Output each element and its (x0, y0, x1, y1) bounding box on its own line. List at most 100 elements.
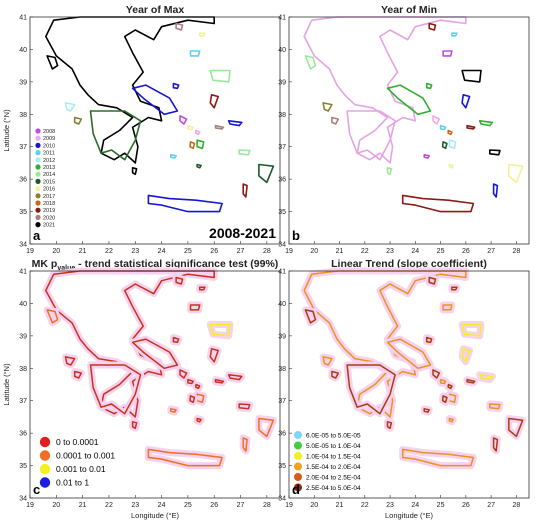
coast-andros (432, 115, 441, 125)
x-axis-label: Longitude (°E) (385, 511, 434, 520)
coast-santorini (448, 163, 454, 169)
coast-mainland (45, 270, 215, 418)
pvalue-legend-label: 0.001 to 0.01 (56, 464, 106, 474)
ytick-label: 41 (278, 269, 286, 276)
coast-kythera (131, 167, 138, 176)
coast-kefalonia (322, 102, 333, 112)
coast-chios (209, 94, 219, 109)
slope-legend-label: 2.5E-04 to 5.0E-04 (306, 485, 361, 492)
coast-mykonos (195, 129, 201, 136)
xtick-label: 28 (263, 502, 271, 509)
coast-zakynthos (331, 116, 340, 125)
coast-evia (131, 84, 179, 116)
ytick-label: 37 (278, 398, 286, 405)
y-axis-label: Latitude (°N) (2, 363, 11, 406)
coast-zakynthos (73, 370, 83, 379)
xtick-label: 20 (52, 502, 60, 509)
legend-label-2009: 2009 (43, 136, 55, 142)
ytick-label: 34 (19, 242, 27, 249)
coast-kythera (131, 421, 138, 430)
coast-kos (238, 403, 251, 410)
ytick-label: 34 (278, 496, 286, 503)
coast-andros (179, 369, 188, 379)
ytick-label: 35 (278, 209, 286, 216)
coast-thasos (175, 276, 184, 285)
coast-rhodes (508, 163, 524, 184)
xtick-label: 25 (437, 502, 445, 509)
ytick-label: 41 (19, 269, 27, 276)
xtick-label: 25 (184, 248, 192, 255)
xtick-label: 26 (210, 248, 218, 255)
xtick-label: 25 (184, 502, 192, 509)
xtick-label: 25 (437, 248, 445, 255)
panel-letter-d: d (292, 482, 300, 497)
period-label: 2008-2021 (209, 225, 276, 241)
xtick-label: 27 (487, 502, 495, 509)
coast-mainland (45, 16, 215, 164)
xtick-label: 27 (237, 502, 245, 509)
legend-swatch-2019 (35, 207, 41, 213)
xtick-label: 21 (336, 502, 344, 509)
ytick-label: 40 (19, 47, 27, 54)
xtick-label: 28 (512, 248, 520, 255)
coast-samos (478, 374, 494, 381)
panel-title-c-rest: - trend statistical significance test (9… (75, 258, 278, 270)
coast-limnos (189, 50, 201, 57)
coast-andros (432, 369, 441, 379)
coast-naxos (448, 139, 457, 150)
ytick-label: 38 (19, 112, 27, 119)
panel-title-d: Linear Trend (slope coefficient) (331, 258, 487, 270)
coast-mykonos (447, 129, 453, 136)
xtick-label: 22 (361, 502, 369, 509)
ytick-label: 38 (278, 112, 286, 119)
legend-label-2015: 2015 (43, 179, 55, 185)
coast-ikaria (214, 378, 225, 384)
ytick-label: 35 (278, 463, 286, 470)
panel-title-a: Year of Max (126, 4, 185, 16)
coast-skyros (172, 336, 180, 344)
panel-letter-b: b (292, 228, 300, 243)
coast-karpathos (242, 437, 248, 452)
ytick-label: 40 (19, 301, 27, 308)
slope-legend-label: 5.0E-05 to 1.0E-04 (306, 443, 361, 450)
legend-swatch-2017 (35, 193, 41, 199)
coast-tinos (187, 124, 194, 131)
coast-lesvos (461, 69, 482, 83)
xtick-label: 26 (462, 248, 470, 255)
coast-ikaria (466, 124, 476, 130)
xtick-label: 28 (263, 248, 271, 255)
coast-peloponnese (346, 364, 396, 415)
slope-legend-swatch (294, 452, 302, 460)
legend-label-2013: 2013 (43, 165, 55, 171)
slope-legend-swatch (294, 483, 302, 492)
legend-label-2010: 2010 (43, 143, 55, 149)
coast-evia (386, 84, 432, 116)
coast-samothraki (451, 286, 458, 291)
ytick-label: 39 (19, 79, 27, 86)
coast-zakynthos (331, 370, 340, 379)
coast-tinos (187, 378, 194, 385)
coast-paros (189, 395, 196, 404)
coast-chios (461, 348, 471, 363)
ytick-label: 34 (19, 496, 27, 503)
ytick-label: 37 (278, 144, 286, 151)
coast-kos (489, 149, 501, 156)
y-axis-label: Latitude (°N) (2, 109, 11, 152)
coast-peloponnese (346, 110, 396, 161)
panel-frame-a (29, 16, 281, 245)
coast-rhodes (508, 417, 524, 438)
xtick-label: 23 (131, 248, 139, 255)
coast-kos (489, 403, 501, 410)
coast-tinos (439, 378, 447, 385)
coast-paros (441, 141, 448, 150)
ytick-label: 37 (19, 398, 27, 405)
coast-limnos (442, 50, 453, 57)
legend-label-2014: 2014 (43, 172, 55, 178)
ytick-label: 36 (278, 431, 286, 438)
legend-swatch-2020 (35, 214, 41, 220)
coast-kythera (386, 421, 393, 430)
coast-samos (227, 374, 243, 381)
x-axis-label: Longitude (°E) (131, 511, 180, 520)
legend-swatch-2013 (35, 164, 41, 170)
